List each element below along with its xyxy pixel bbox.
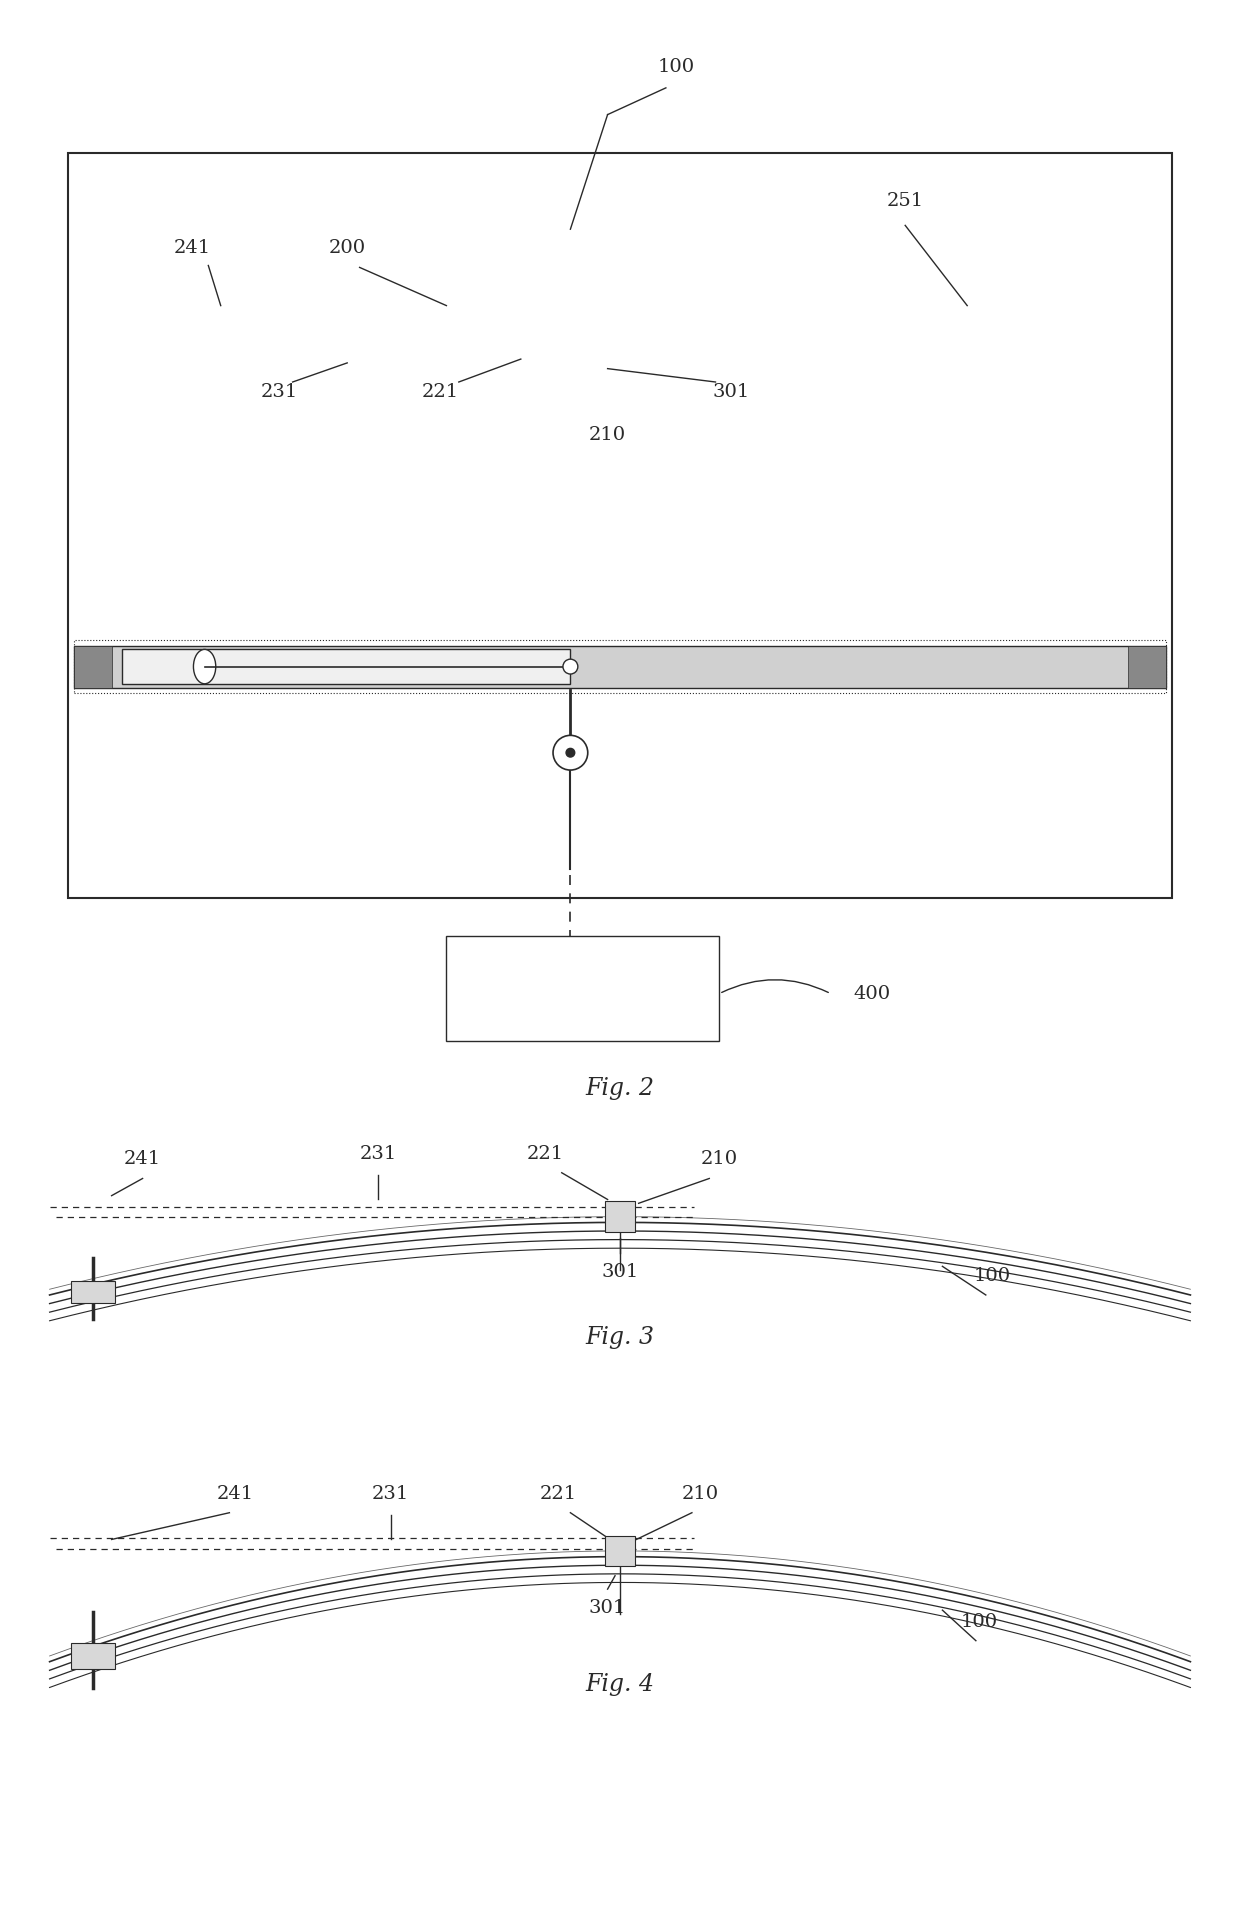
- Text: 221: 221: [422, 382, 459, 401]
- Text: 400: 400: [853, 986, 890, 1003]
- Text: 100: 100: [961, 1612, 998, 1631]
- Text: 210: 210: [589, 426, 626, 445]
- Text: 301: 301: [601, 1263, 639, 1282]
- Bar: [605, 1201, 635, 1232]
- Bar: [71, 1643, 115, 1669]
- Bar: [71, 1280, 115, 1303]
- Text: 200: 200: [329, 239, 366, 258]
- Text: 100: 100: [657, 57, 694, 76]
- Bar: [1128, 646, 1166, 688]
- Text: 231: 231: [372, 1484, 409, 1503]
- Text: 241: 241: [217, 1484, 254, 1503]
- Text: 301: 301: [713, 382, 750, 401]
- Ellipse shape: [553, 735, 588, 770]
- Text: 221: 221: [527, 1144, 564, 1163]
- Bar: [446, 936, 719, 1041]
- Text: Fig. 3: Fig. 3: [585, 1326, 655, 1348]
- Text: Fig. 4: Fig. 4: [585, 1673, 655, 1696]
- Text: 221: 221: [539, 1484, 577, 1503]
- Text: 210: 210: [701, 1150, 738, 1169]
- Bar: [74, 640, 1166, 693]
- Text: 301: 301: [589, 1599, 626, 1618]
- Text: 210: 210: [682, 1484, 719, 1503]
- Bar: [74, 646, 112, 688]
- Bar: [605, 1536, 635, 1566]
- Text: 231: 231: [260, 382, 298, 401]
- Text: 241: 241: [174, 239, 211, 258]
- Ellipse shape: [563, 659, 578, 674]
- Text: Fig. 2: Fig. 2: [585, 1077, 655, 1100]
- Text: 251: 251: [887, 191, 924, 210]
- Bar: [122, 649, 570, 684]
- Ellipse shape: [193, 649, 216, 684]
- Ellipse shape: [565, 749, 575, 756]
- Text: device: device: [558, 1005, 608, 1020]
- Text: remote control: remote control: [526, 965, 640, 980]
- Bar: [74, 646, 1166, 688]
- Bar: [68, 153, 1172, 898]
- Text: 241: 241: [124, 1150, 161, 1169]
- Text: 231: 231: [360, 1144, 397, 1163]
- Text: 100: 100: [973, 1266, 1011, 1285]
